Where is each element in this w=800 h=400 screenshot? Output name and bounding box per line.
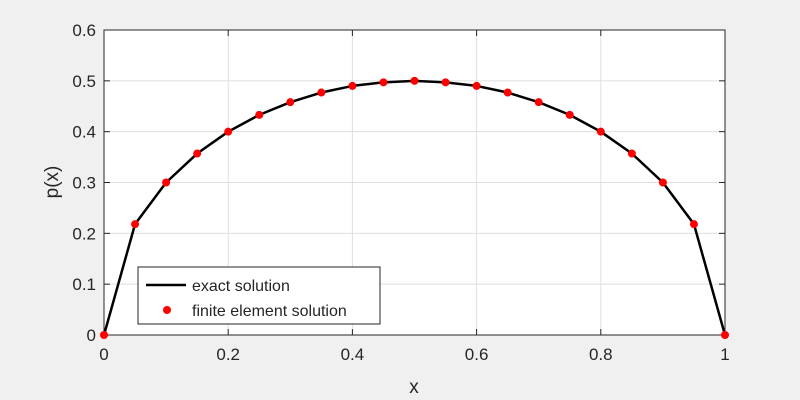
fem-solution-point: [224, 127, 233, 136]
fem-solution-point: [255, 110, 264, 119]
fem-solution-point: [286, 98, 295, 107]
fem-solution-point: [534, 98, 543, 107]
y-tick-label: 0.4: [72, 123, 96, 142]
x-tick-label: 1: [720, 345, 729, 364]
fem-solution-point: [317, 88, 326, 97]
fem-solution-point: [348, 81, 357, 90]
fem-solution-point: [721, 331, 729, 339]
legend: exact solution finite element solution: [137, 266, 381, 325]
y-tick-label: 0.2: [72, 224, 96, 243]
fem-solution-point: [596, 127, 605, 136]
x-tick-label: 0: [99, 345, 108, 364]
x-axis-label: x: [409, 377, 419, 398]
x-tick-label: 0.6: [465, 345, 489, 364]
x-axis: 0 0.2 0.4 0.6 0.8 1: [99, 30, 730, 364]
fem-solution-point: [193, 149, 202, 158]
fem-solution-point: [503, 88, 512, 97]
fem-solution-point: [627, 149, 636, 158]
series-layer: [100, 76, 729, 339]
y-tick-label: 0: [87, 326, 96, 345]
fem-solution-point: [162, 178, 171, 187]
x-tick-label: 0.2: [216, 345, 240, 364]
legend-entry-fem: finite element solution: [192, 303, 347, 320]
fem-solution-point: [689, 220, 698, 229]
y-tick-label: 0.3: [72, 174, 96, 193]
y-tick-label: 0.6: [72, 21, 96, 40]
fem-solution-point: [131, 220, 140, 229]
fem-solution-point: [472, 81, 481, 90]
legend-box: [137, 266, 381, 325]
fem-solution-point: [441, 78, 450, 87]
fem-solution-point: [565, 110, 574, 119]
x-tick-label: 0.4: [341, 345, 365, 364]
fem-solution-point: [410, 76, 419, 85]
fem-solution-point: [100, 331, 108, 339]
fem-solution-point: [379, 78, 388, 87]
y-tick-label: 0.1: [72, 275, 96, 294]
y-axis-label: p(x): [42, 166, 63, 199]
fem-solution-point: [658, 178, 667, 187]
y-tick-label: 0.5: [72, 72, 96, 91]
legend-entry-exact: exact solution: [192, 278, 290, 295]
x-tick-label: 0.8: [589, 345, 613, 364]
legend-marker-sample: [163, 306, 171, 314]
y-axis: 0 0.1 0.2 0.3 0.4 0.5 0.6: [72, 21, 725, 345]
